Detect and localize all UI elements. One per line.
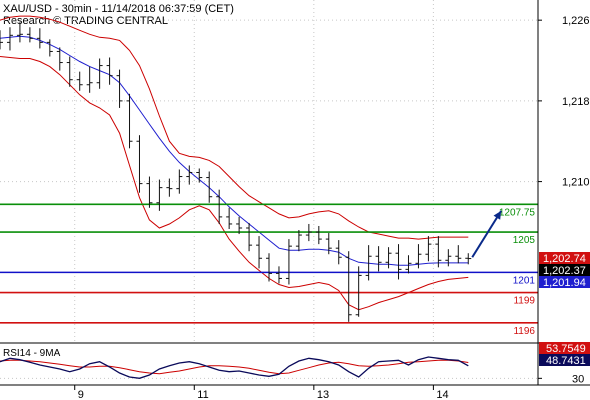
ohlc-bar: [56, 47, 63, 71]
price-badge: 1,202.37: [539, 264, 590, 277]
forecast-arrow: [471, 210, 502, 258]
ohlc-bar: [455, 245, 462, 264]
rsi-ma-line: [0, 359, 469, 375]
level-label: 1201: [513, 275, 536, 286]
ohlc-bar: [335, 240, 342, 265]
ohlc-bar: [325, 233, 332, 255]
time-tick-label: 11: [197, 389, 208, 400]
forecast-arrow-shaft: [471, 210, 502, 258]
ohlc-bar: [196, 168, 203, 183]
ohlc-bar: [375, 246, 382, 272]
price-tick-label: 1,218: [562, 96, 590, 108]
ohlc-bar: [275, 266, 282, 284]
ohlc-bar: [445, 249, 452, 267]
ohlc-bar: [236, 216, 243, 235]
time-tick-label: 14: [436, 389, 448, 400]
bollinger-lower-line: [0, 56, 469, 311]
price-badge: 1,201.94: [539, 276, 590, 289]
rsi-badge-label: 53.7549: [546, 343, 586, 355]
ohlc-bar: [186, 165, 193, 185]
ohlc-bar: [6, 27, 13, 51]
ohlc-bar: [415, 244, 422, 269]
rsi-badge: 53.7549: [539, 342, 590, 355]
ohlc-bar: [305, 223, 312, 242]
rsi-badge-box: [539, 342, 590, 354]
indicator-lines: [0, 15, 469, 311]
chart-header-title: XAU/USD - 30min - 11/14/2018 06:37:59 (C…: [3, 3, 234, 15]
ohlc-bar: [156, 179, 163, 211]
rsi-badge: 48.7431: [539, 354, 590, 367]
ohlc-bar: [315, 225, 322, 245]
ohlc-bar: [345, 251, 352, 322]
ohlc-bar: [395, 244, 402, 280]
ohlc-bar: [46, 39, 53, 57]
ohlc-bar: [295, 230, 302, 252]
price-badge-box: [539, 252, 590, 264]
price-bars: [0, 22, 472, 322]
time-tick-label: 13: [317, 389, 329, 400]
ohlc-bar: [206, 171, 213, 203]
ohlc-bar: [146, 176, 153, 208]
rsi-line: [0, 356, 469, 379]
ohlc-bar: [405, 255, 412, 274]
price-badge-label: 1,202.37: [543, 265, 586, 277]
rsi-tick-label: 30: [572, 373, 584, 385]
forecast-arrow-head: [493, 210, 502, 220]
level-label: 1199: [513, 296, 535, 307]
level-label: 1207.75: [499, 207, 536, 218]
ohlc-bar: [116, 69, 123, 108]
rsi-badge-box: [539, 354, 590, 366]
price-badge-label: 1,201.94: [543, 277, 586, 289]
ohlc-bar: [16, 22, 23, 43]
rsi-title: RSI14 - 9MA: [3, 348, 61, 359]
time-tick-label: 9: [78, 389, 84, 400]
ohlc-bar: [365, 245, 372, 281]
ohlc-bar: [96, 58, 103, 89]
ohlc-bar: [176, 169, 183, 194]
ohlc-bar: [76, 71, 83, 91]
ohlc-bar: [435, 236, 442, 268]
ohlc-bar: [136, 135, 143, 193]
moving-average-line: [0, 35, 469, 266]
ohlc-bar: [216, 189, 223, 224]
ohlc-bar: [285, 239, 292, 285]
price-badge-box: [539, 264, 590, 276]
price-tick-label: 1,210: [562, 177, 590, 189]
ohlc-bar: [0, 30, 3, 50]
ohlc-bar: [465, 253, 472, 265]
level-label: 1205: [513, 235, 536, 246]
price-badge: 1,202.74: [539, 252, 590, 265]
ohlc-bar: [425, 236, 432, 262]
ohlc-bar: [256, 236, 263, 269]
ohlc-bar: [86, 66, 93, 93]
price-tick-label: 1,226: [562, 15, 590, 27]
price-grid: [0, 0, 538, 343]
price-badge-box: [539, 276, 590, 288]
level-lines: 1207.75 1205 1201 1199 1196: [0, 203, 538, 337]
ohlc-bar: [246, 222, 253, 252]
ohlc-bar: [126, 93, 133, 149]
ohlc-bar: [26, 27, 33, 43]
rsi-badge-label: 48.7431: [546, 355, 586, 367]
price-badge-label: 1,202.74: [543, 253, 586, 265]
ohlc-bar: [166, 178, 173, 197]
ohlc-bar: [106, 57, 113, 85]
bollinger-upper-line: [0, 15, 469, 240]
ohlc-bar: [266, 253, 272, 282]
ohlc-bar: [385, 247, 392, 269]
ohlc-bar: [355, 266, 362, 317]
ohlc-bar: [66, 56, 73, 87]
ohlc-bar: [36, 28, 43, 49]
ohlc-bar: [226, 207, 233, 230]
level-label: 1196: [513, 326, 535, 337]
